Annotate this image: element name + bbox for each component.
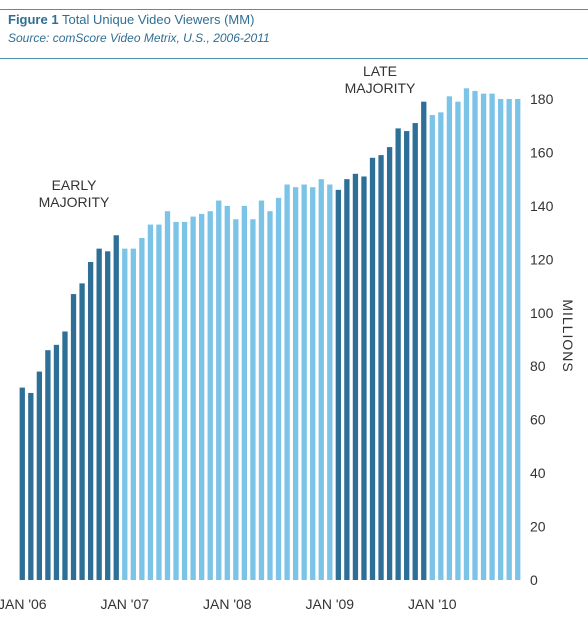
- y-tick-label: 100: [530, 305, 554, 321]
- bar-38: [344, 179, 350, 581]
- bar-40: [361, 176, 367, 581]
- y-tick-label: 80: [530, 358, 546, 374]
- y-tick-label: 180: [530, 91, 554, 107]
- bar-9: [96, 248, 102, 580]
- bar-33: [301, 184, 307, 580]
- bar-20: [190, 216, 196, 580]
- y-tick-label: 60: [530, 412, 546, 428]
- figure-number: Figure 1: [8, 12, 59, 27]
- bars: [19, 88, 521, 581]
- bar-10: [105, 251, 111, 580]
- bar-19: [181, 221, 188, 581]
- bar-43: [386, 147, 393, 580]
- bar-36: [327, 184, 333, 580]
- bar-18: [173, 221, 179, 581]
- bar-6: [70, 294, 77, 580]
- bar-32: [292, 187, 299, 580]
- x-tick-label: JAN '10: [408, 596, 457, 612]
- y-tick-label: 20: [530, 519, 546, 535]
- bar-27: [250, 219, 256, 580]
- y-tick-label: 0: [530, 572, 538, 588]
- bar-24: [224, 205, 230, 580]
- bar-25: [233, 219, 239, 580]
- bar-15: [147, 224, 154, 580]
- bar-23: [216, 200, 222, 581]
- bar-55: [489, 93, 495, 580]
- bar-37: [335, 189, 341, 581]
- bar-45: [404, 131, 410, 580]
- bar-49: [438, 112, 444, 581]
- bar-7: [79, 283, 85, 580]
- bar-47: [421, 101, 427, 581]
- y-tick-label: 160: [530, 144, 554, 160]
- y-tick-label: 120: [530, 251, 554, 267]
- bar-8: [87, 262, 94, 580]
- header-bottom-rule: [0, 58, 588, 59]
- annotation-label: MAJORITY: [345, 80, 416, 96]
- bar-2: [36, 371, 43, 580]
- bar-28: [258, 200, 265, 581]
- bar-53: [472, 90, 478, 580]
- bar-11: [113, 235, 119, 580]
- bar-57: [506, 99, 512, 580]
- x-tick-label: JAN '08: [203, 596, 252, 612]
- bar-42: [378, 155, 384, 580]
- bar-41: [369, 157, 376, 581]
- bar-29: [267, 211, 273, 581]
- x-axis-ticks: JAN '06 JAN '07 JAN '08 JAN '09 JAN '10: [0, 596, 457, 612]
- x-tick-label: JAN '09: [306, 596, 355, 612]
- bar-34: [310, 187, 316, 580]
- y-axis-ticks: 0 20 40 60 80 100 120 140 160 180: [530, 91, 554, 588]
- bar-3: [45, 350, 51, 580]
- x-tick-label: JAN '06: [0, 596, 47, 612]
- bar-30: [275, 197, 282, 580]
- bar-16: [156, 224, 162, 580]
- bar-4: [53, 344, 60, 580]
- bar-12: [122, 248, 128, 580]
- annotation-label: MAJORITY: [39, 194, 110, 210]
- bar-48: [429, 115, 435, 580]
- figure-source: Source: comScore Video Metrix, U.S., 200…: [8, 31, 270, 45]
- bar-0: [19, 387, 25, 580]
- bar-1: [28, 392, 34, 580]
- bar-5: [62, 331, 68, 580]
- bar-44: [395, 128, 401, 580]
- bar-26: [241, 205, 248, 580]
- bar-14: [139, 237, 145, 580]
- y-axis-label: MILLIONS: [560, 299, 576, 372]
- bar-35: [318, 179, 324, 581]
- bar-50: [446, 96, 453, 580]
- bar-54: [480, 93, 487, 580]
- bar-56: [498, 99, 504, 580]
- y-tick-label: 140: [530, 198, 554, 214]
- bar-21: [199, 213, 205, 580]
- bar-46: [412, 123, 418, 581]
- bar-52: [463, 88, 470, 580]
- bar-39: [352, 173, 359, 580]
- bar-17: [164, 211, 171, 581]
- figure-title: Figure 1 Total Unique Video Viewers (MM): [8, 12, 254, 27]
- header-top-rule: [0, 9, 588, 10]
- figure-title-text: Total Unique Video Viewers (MM): [61, 12, 255, 27]
- y-tick-label: 40: [530, 465, 546, 481]
- bar-22: [207, 211, 213, 581]
- bar-13: [130, 248, 136, 580]
- x-tick-label: JAN '07: [100, 596, 149, 612]
- annotation-label: LATE: [363, 63, 397, 79]
- bar-31: [284, 184, 290, 580]
- bar-51: [455, 101, 461, 581]
- annotation-label: EARLY: [52, 177, 98, 193]
- bar-58: [515, 99, 521, 580]
